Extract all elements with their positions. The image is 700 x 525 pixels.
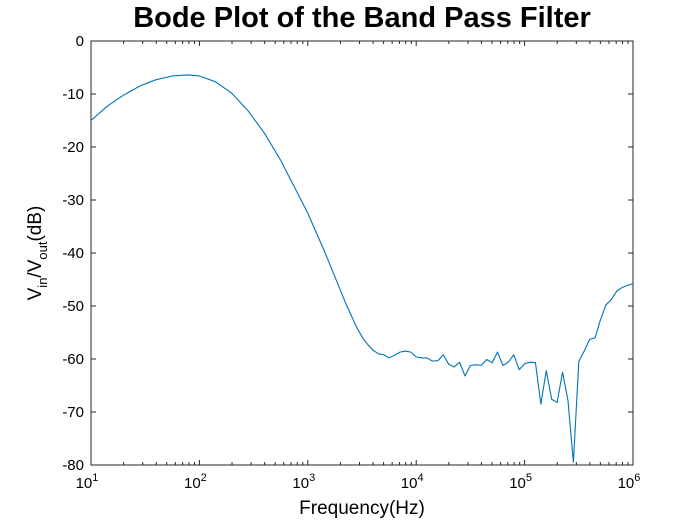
- x-tick-label: 105: [509, 472, 532, 492]
- y-axis-label: Vin/Vout(dB): [25, 206, 50, 301]
- y-tick-label: -30: [62, 192, 84, 209]
- chart-title: Bode Plot of the Band Pass Filter: [133, 2, 591, 34]
- x-tick-label: 104: [401, 472, 424, 492]
- y-tick-label: -40: [62, 245, 84, 262]
- y-tick-label: -80: [62, 457, 84, 474]
- plot-area: [90, 40, 634, 466]
- tick-marks: [90, 40, 634, 466]
- y-tick-label: -60: [62, 351, 84, 368]
- x-tick-label: 101: [76, 472, 99, 492]
- y-tick-label: -20: [62, 139, 84, 156]
- x-tick-label: 102: [184, 472, 207, 492]
- x-tick-label: 103: [292, 472, 315, 492]
- y-tick-labels: 0 -10 -20 -30 -40 -50 -60 -70 -80: [62, 33, 84, 474]
- y-tick-label: -50: [62, 298, 84, 315]
- x-axis-label: Frequency(Hz): [299, 498, 425, 519]
- y-tick-label: 0: [76, 33, 84, 50]
- y-tick-label: -70: [62, 404, 84, 421]
- series-line-response: [90, 74, 634, 463]
- x-tick-labels: 101 102 103 104 105 106: [76, 472, 641, 492]
- x-tick-label: 106: [618, 472, 641, 492]
- y-tick-label: -10: [62, 86, 84, 103]
